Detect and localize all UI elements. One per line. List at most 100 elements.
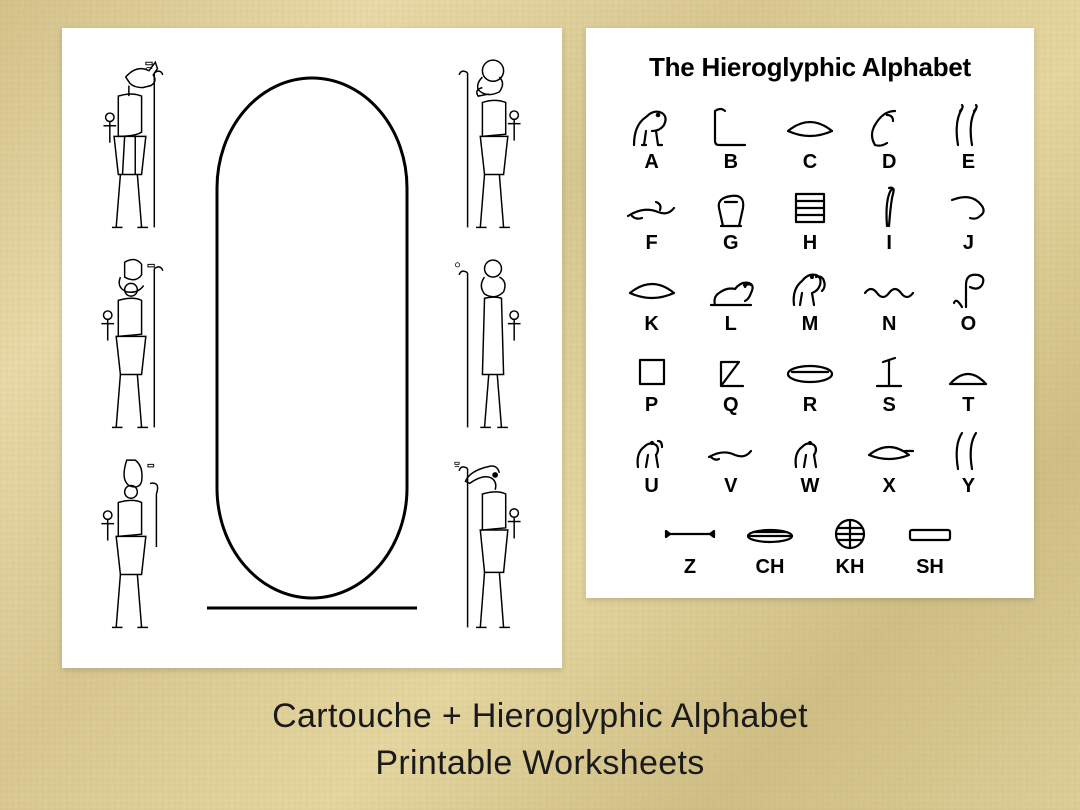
hieroglyph-icon [780, 182, 840, 230]
glyph-letter: V [724, 475, 737, 498]
hieroglyph-icon [820, 506, 880, 554]
glyph-letter: F [645, 232, 657, 255]
hieroglyph-icon [859, 101, 919, 149]
hieroglyph-icon [859, 182, 919, 230]
caption-line-2: Printable Worksheets [0, 740, 1080, 788]
god-figure-anubis [86, 58, 176, 238]
glyph-cell-q: Q [693, 344, 768, 417]
glyph-cell-z: Z [652, 506, 728, 579]
god-figure-thoth [448, 458, 538, 638]
glyph-cell-s: S [852, 344, 927, 417]
gods-right-column [448, 58, 538, 638]
hieroglyph-icon [938, 101, 998, 149]
glyph-cell-h: H [772, 182, 847, 255]
glyph-letter: S [883, 394, 896, 417]
god-figure-pharaoh [86, 458, 176, 638]
glyph-cell-v: V [693, 425, 768, 498]
glyph-letter: P [645, 394, 658, 417]
glyph-cell-x: X [852, 425, 927, 498]
hieroglyph-icon [938, 344, 998, 392]
glyph-letter: C [803, 151, 817, 174]
hieroglyph-icon [701, 425, 761, 473]
glyph-cell-j: J [931, 182, 1006, 255]
hieroglyph-icon [938, 263, 998, 311]
glyph-letter: W [801, 475, 820, 498]
alphabet-worksheet: The Hieroglyphic Alphabet A B C D E F G H I J K L M N… [586, 28, 1034, 598]
glyph-cell-f: F [614, 182, 689, 255]
glyph-cell-e: E [931, 101, 1006, 174]
hieroglyph-icon [859, 425, 919, 473]
glyph-letter: L [725, 313, 737, 336]
glyph-cell-d: D [852, 101, 927, 174]
glyph-letter: A [644, 151, 658, 174]
glyph-letter: O [961, 313, 977, 336]
glyph-letter: H [803, 232, 817, 255]
glyph-letter: G [723, 232, 739, 255]
glyph-cell-n: N [852, 263, 927, 336]
glyph-letter: D [882, 151, 896, 174]
hieroglyph-icon [900, 506, 960, 554]
hieroglyph-icon [780, 101, 840, 149]
hieroglyph-icon [701, 344, 761, 392]
glyph-cell-b: B [693, 101, 768, 174]
hieroglyph-icon [938, 425, 998, 473]
cartouche-outline [176, 58, 448, 638]
glyph-letter: Y [962, 475, 975, 498]
glyph-cell-c: C [772, 101, 847, 174]
glyph-letter: B [724, 151, 738, 174]
hieroglyph-icon [859, 344, 919, 392]
alphabet-title: The Hieroglyphic Alphabet [614, 52, 1006, 83]
glyph-cell-ch: CH [732, 506, 808, 579]
glyph-letter: N [882, 313, 896, 336]
hieroglyph-icon [701, 182, 761, 230]
glyph-letter: CH [756, 556, 785, 579]
glyph-cell-u: U [614, 425, 689, 498]
glyph-cell-i: I [852, 182, 927, 255]
glyph-letter: U [644, 475, 658, 498]
product-caption: Cartouche + Hieroglyphic Alphabet Printa… [0, 693, 1080, 788]
hieroglyph-icon [859, 263, 919, 311]
hieroglyph-icon [660, 506, 720, 554]
glyph-letter: E [962, 151, 975, 174]
hieroglyph-icon [780, 263, 840, 311]
alphabet-grid: A B C D E F G H I J K L M N O P Q R S T U V W X Y [614, 101, 1006, 498]
hieroglyph-icon [938, 182, 998, 230]
hieroglyph-icon [622, 101, 682, 149]
hieroglyph-icon [780, 425, 840, 473]
god-figure-sekhmet [448, 258, 538, 438]
glyph-cell-m: M [772, 263, 847, 336]
glyph-letter: M [802, 313, 819, 336]
glyph-letter: KH [836, 556, 865, 579]
hieroglyph-icon [622, 182, 682, 230]
glyph-cell-p: P [614, 344, 689, 417]
hieroglyph-icon [780, 344, 840, 392]
hieroglyph-icon [622, 344, 682, 392]
glyph-letter: K [644, 313, 658, 336]
glyph-letter: Q [723, 394, 739, 417]
glyph-cell-o: O [931, 263, 1006, 336]
glyph-cell-r: R [772, 344, 847, 417]
glyph-cell-y: Y [931, 425, 1006, 498]
glyph-letter: T [962, 394, 974, 417]
alphabet-last-row: Z CH KH SH [614, 506, 1006, 579]
hieroglyph-icon [740, 506, 800, 554]
glyph-cell-a: A [614, 101, 689, 174]
hieroglyph-icon [701, 101, 761, 149]
cartouche-worksheet [62, 28, 562, 668]
glyph-cell-sh: SH [892, 506, 968, 579]
glyph-letter: SH [916, 556, 944, 579]
glyph-letter: J [963, 232, 974, 255]
glyph-cell-w: W [772, 425, 847, 498]
hieroglyph-icon [701, 263, 761, 311]
glyph-cell-kh: KH [812, 506, 888, 579]
glyph-letter: Z [684, 556, 696, 579]
god-figure-ra [448, 58, 538, 238]
hieroglyph-icon [622, 263, 682, 311]
hieroglyph-icon [622, 425, 682, 473]
glyph-letter: X [883, 475, 896, 498]
glyph-letter: I [886, 232, 892, 255]
glyph-letter: R [803, 394, 817, 417]
glyph-cell-l: L [693, 263, 768, 336]
glyph-cell-t: T [931, 344, 1006, 417]
gods-left-column [86, 58, 176, 638]
